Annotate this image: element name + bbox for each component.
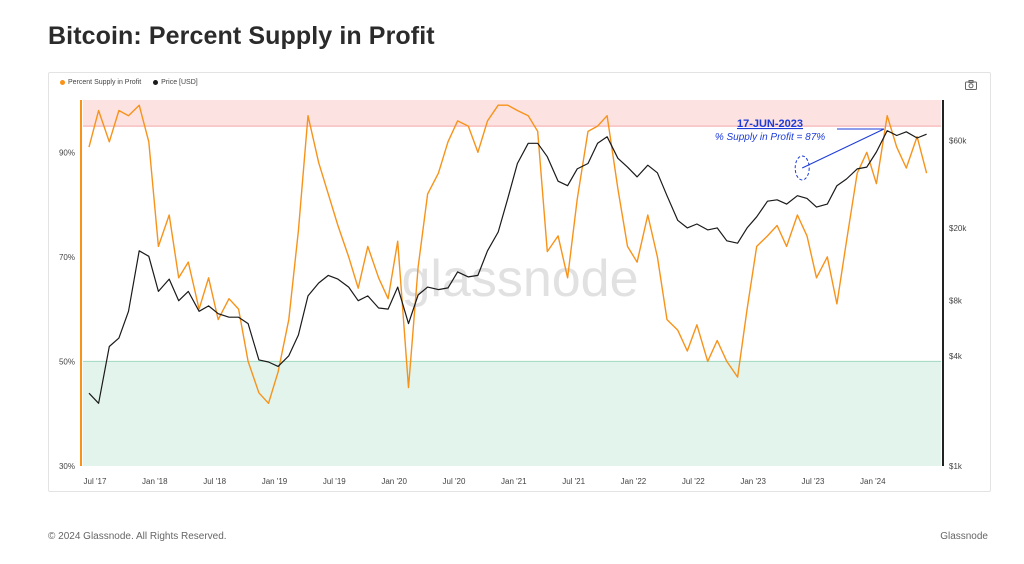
annotation-text: % Supply in Profit = 87%: [715, 132, 825, 143]
x-axis-tick-label: Jul '22: [682, 477, 705, 486]
legend-label-supply: Percent Supply in Profit: [68, 79, 142, 86]
x-axis-tick-label: Jan '24: [860, 477, 886, 486]
chart-legend[interactable]: Percent Supply in Profit Price [USD]: [60, 79, 198, 86]
x-axis-tick-label: Jan '20: [381, 477, 407, 486]
right-axis-tick-label: $20k: [949, 224, 967, 233]
x-axis-tick-label: Jul '21: [562, 477, 585, 486]
right-axis-tick-label: $8k: [949, 297, 963, 306]
left-axis-tick-label: 30%: [59, 462, 75, 471]
x-axis-tick-label: Jan '21: [501, 477, 527, 486]
footer-copyright: © 2024 Glassnode. All Rights Reserved.: [48, 531, 227, 542]
x-axis-tick-label: Jul '17: [84, 477, 107, 486]
annotation-date: 17-JUN-2023: [737, 118, 803, 130]
series-line-supply: [88, 104, 928, 404]
x-axis-tick-label: Jul '23: [802, 477, 825, 486]
watermark-text: glassnode: [401, 250, 638, 308]
right-axis-tick-label: $4k: [949, 352, 963, 361]
series-line-price: [88, 130, 927, 404]
legend-dot-price: [153, 80, 159, 85]
camera-icon[interactable]: [965, 80, 977, 90]
lower-band: [83, 361, 941, 466]
legend-dot-supply: [60, 80, 65, 85]
legend-item-price[interactable]: Price [USD]: [153, 79, 198, 86]
x-axis-tick-label: Jul '18: [203, 477, 226, 486]
page-title: Bitcoin: Percent Supply in Profit: [48, 22, 435, 50]
left-axis-tick-label: 70%: [59, 253, 75, 262]
legend-label-price: Price [USD]: [161, 79, 198, 86]
right-axis-tick-label: $1k: [949, 462, 963, 471]
x-axis-tick-label: Jan '23: [740, 477, 766, 486]
left-axis-tick-label: 90%: [59, 148, 75, 157]
legend-item-supply[interactable]: Percent Supply in Profit: [60, 79, 141, 86]
x-axis-tick-label: Jan '18: [142, 477, 168, 486]
annotation-leader: [801, 128, 885, 169]
footer-brand: Glassnode: [940, 531, 988, 542]
x-axis-tick-label: Jul '20: [443, 477, 466, 486]
x-axis-tick-label: Jan '19: [262, 477, 288, 486]
right-axis-tick-label: $60k: [949, 137, 967, 146]
left-axis-tick-label: 50%: [59, 357, 75, 366]
annotation-circle: [794, 155, 810, 181]
x-axis-tick-label: Jan '22: [621, 477, 647, 486]
x-axis-tick-label: Jul '19: [323, 477, 346, 486]
upper-band: [83, 100, 941, 127]
